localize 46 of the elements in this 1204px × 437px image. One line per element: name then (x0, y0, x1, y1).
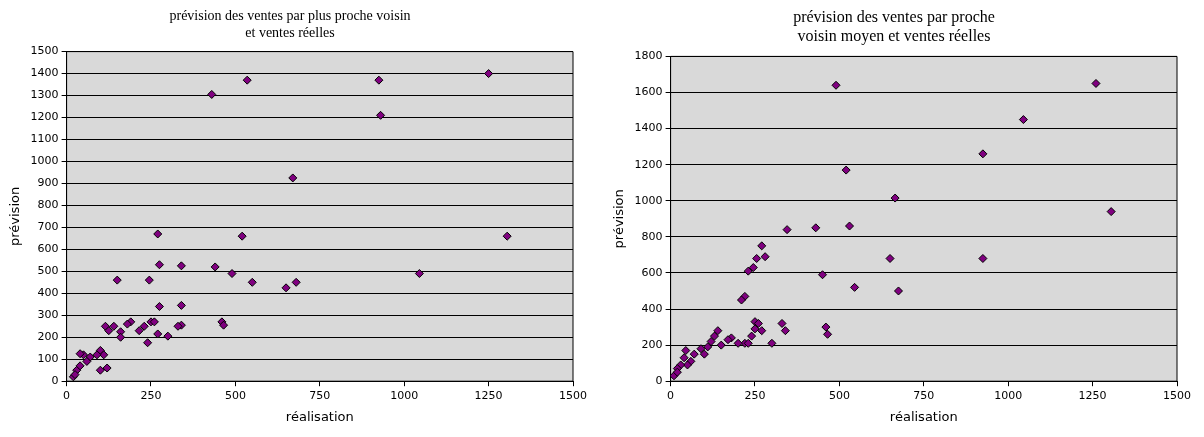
x-tick-label: 250 (744, 388, 766, 402)
y-tick-label: 1000 (30, 154, 59, 168)
x-axis-title: réalisation (285, 408, 354, 424)
y-tick-label: 900 (37, 176, 59, 190)
x-tick-label: 0 (63, 388, 71, 402)
x-tick-label: 500 (224, 388, 246, 402)
x-tick-label: 1500 (1163, 388, 1191, 402)
x-tick-label: 750 (309, 388, 331, 402)
x-tick-label: 1000 (390, 388, 419, 402)
y-tick-label: 200 (37, 330, 59, 344)
y-tick-label: 0 (655, 374, 663, 388)
y-axis-title: prévision (7, 186, 23, 246)
y-tick-label: 600 (37, 242, 59, 256)
y-tick-label: 500 (37, 264, 59, 278)
y-tick-label: 800 (37, 198, 59, 212)
y-tick-label: 1200 (30, 110, 59, 124)
x-tick-label: 1250 (474, 388, 503, 402)
chart-title: prévision des ventes par plus proche voisin et ventes réelles (169, 8, 411, 40)
y-tick-label: 1800 (634, 49, 663, 63)
x-tick-label: 1000 (994, 388, 1023, 402)
x-tick-label: 750 (913, 388, 935, 402)
y-tick-label: 1500 (30, 44, 59, 58)
y-tick-label: 1100 (30, 132, 59, 146)
y-tick-label: 1600 (634, 85, 663, 99)
y-tick-label: 800 (641, 229, 663, 243)
y-tick-label: 1000 (634, 193, 663, 207)
y-tick-label: 400 (641, 301, 663, 315)
y-tick-label: 600 (641, 265, 663, 279)
y-tick-label: 1400 (634, 121, 663, 135)
y-tick-label: 1200 (634, 157, 663, 171)
x-tick-label: 0 (667, 388, 675, 402)
y-tick-label: 1300 (30, 88, 59, 102)
x-tick-label: 250 (140, 388, 162, 402)
y-tick-label: 400 (37, 286, 59, 300)
x-axis-title: réalisation (889, 408, 958, 424)
chart-title: prévision des ventes par proche voisin moyen et ventes réelles (793, 7, 995, 45)
y-axis-title: prévision (611, 189, 627, 249)
y-tick-label: 1400 (30, 66, 59, 80)
y-tick-label: 300 (37, 308, 59, 322)
x-tick-label: 500 (828, 388, 850, 402)
y-tick-label: 0 (51, 374, 59, 388)
x-tick-label: 1500 (559, 388, 587, 402)
y-tick-label: 200 (641, 337, 663, 351)
x-tick-label: 1250 (1078, 388, 1107, 402)
y-tick-label: 700 (37, 220, 59, 234)
y-tick-label: 100 (37, 352, 59, 366)
